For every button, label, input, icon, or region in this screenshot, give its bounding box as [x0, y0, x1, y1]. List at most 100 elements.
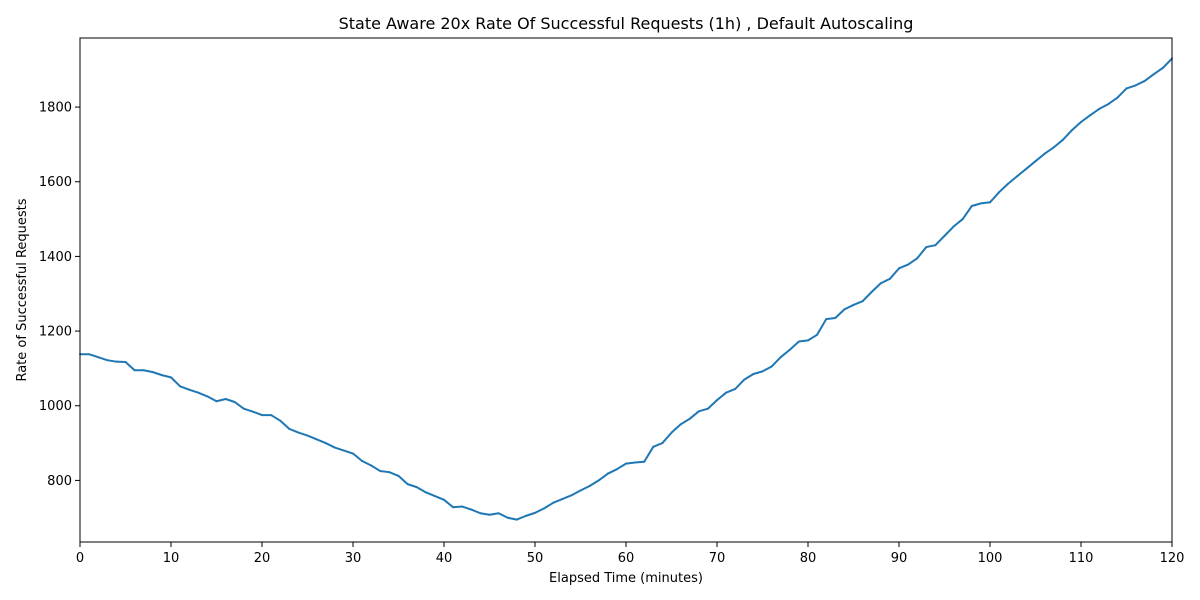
- data-point: [952, 225, 955, 228]
- data-point: [288, 427, 291, 430]
- data-point: [1043, 152, 1046, 155]
- data-point: [870, 290, 873, 293]
- data-point: [133, 369, 136, 372]
- data-point: [242, 407, 245, 410]
- data-point: [1016, 175, 1019, 178]
- y-tick-label: 1000: [39, 399, 72, 414]
- chart-title: State Aware 20x Rate Of Successful Reque…: [339, 14, 914, 33]
- data-point: [406, 483, 409, 486]
- data-point: [643, 460, 646, 463]
- y-tick-label: 1800: [39, 101, 72, 116]
- y-axis-label: Rate of Successful Requests: [15, 198, 30, 381]
- data-point: [424, 491, 427, 494]
- data-point: [543, 507, 546, 510]
- data-point: [524, 514, 527, 517]
- data-point: [497, 512, 500, 515]
- data-point: [652, 445, 655, 448]
- x-tick-label: 70: [709, 551, 726, 566]
- plot-frame: [79, 37, 1173, 543]
- data-point: [970, 205, 973, 207]
- data-point: [606, 472, 609, 475]
- data-point: [625, 462, 627, 465]
- series-line: [80, 57, 1173, 521]
- data-point: [1070, 129, 1073, 132]
- data-point: [124, 361, 127, 364]
- data-point: [989, 201, 991, 204]
- x-tick-label: 20: [254, 551, 271, 566]
- data-point: [1134, 84, 1137, 87]
- data-point: [734, 387, 737, 390]
- data-point: [306, 434, 309, 437]
- data-point: [579, 489, 582, 492]
- x-tick-label: 50: [527, 551, 544, 566]
- data-point: [597, 479, 600, 482]
- data-point: [779, 356, 782, 359]
- data-point: [552, 501, 555, 504]
- x-tick-label: 100: [978, 551, 1003, 566]
- data-point: [697, 410, 700, 413]
- data-point: [479, 512, 482, 515]
- data-point: [888, 277, 891, 280]
- data-point: [1052, 146, 1055, 149]
- data-point: [488, 513, 491, 516]
- x-tick-label: 80: [800, 551, 817, 566]
- data-point: [797, 340, 800, 343]
- data-point: [725, 391, 728, 394]
- data-point: [1116, 96, 1119, 99]
- data-point: [661, 442, 664, 445]
- data-point: [1161, 66, 1164, 69]
- data-point: [998, 191, 1001, 194]
- data-point: [388, 471, 391, 474]
- data-point: [743, 378, 746, 381]
- data-point: [142, 369, 145, 372]
- data-point: [452, 506, 455, 509]
- data-point: [88, 353, 91, 356]
- data-point: [843, 308, 846, 311]
- data-point: [315, 438, 318, 441]
- data-point: [1025, 167, 1028, 170]
- data-point: [570, 494, 573, 497]
- data-point: [443, 498, 445, 501]
- y-tick-label: 1600: [39, 175, 72, 190]
- data-point: [634, 461, 637, 464]
- data-point: [333, 446, 336, 449]
- data-point: [461, 505, 464, 508]
- data-point: [115, 360, 118, 363]
- data-point: [852, 303, 855, 306]
- data-point: [788, 348, 791, 351]
- data-point: [979, 202, 982, 205]
- data-point: [770, 365, 773, 368]
- data-point: [397, 474, 400, 477]
- data-point: [470, 508, 473, 511]
- data-point: [1007, 182, 1010, 185]
- data-point: [433, 495, 436, 498]
- x-tick-label: 60: [618, 551, 635, 566]
- data-point: [160, 374, 163, 377]
- data-point: [761, 370, 764, 373]
- data-point: [1080, 121, 1082, 123]
- x-axis-ticks: 0 10 20 30 40 50 60 70 80 90 100 110 120: [76, 542, 1185, 566]
- data-point: [534, 511, 536, 514]
- data-point: [352, 452, 354, 455]
- data-point: [1034, 160, 1037, 163]
- data-point: [834, 317, 837, 319]
- data-point: [807, 339, 809, 342]
- data-point: [270, 414, 273, 417]
- data-point: [215, 400, 218, 403]
- data-point: [279, 419, 282, 422]
- data-point: [415, 486, 418, 489]
- data-point: [361, 459, 364, 462]
- data-point: [1152, 73, 1155, 76]
- x-tick-label: 120: [1160, 551, 1185, 566]
- data-point: [925, 246, 928, 249]
- data-point: [706, 407, 709, 410]
- data-point: [670, 431, 673, 434]
- data-point: [679, 423, 682, 426]
- data-point: [151, 371, 154, 374]
- data-point: [588, 485, 591, 487]
- data-point: [179, 385, 182, 388]
- data-point: [1061, 138, 1064, 141]
- data-point: [233, 401, 236, 403]
- data-point: [943, 234, 946, 237]
